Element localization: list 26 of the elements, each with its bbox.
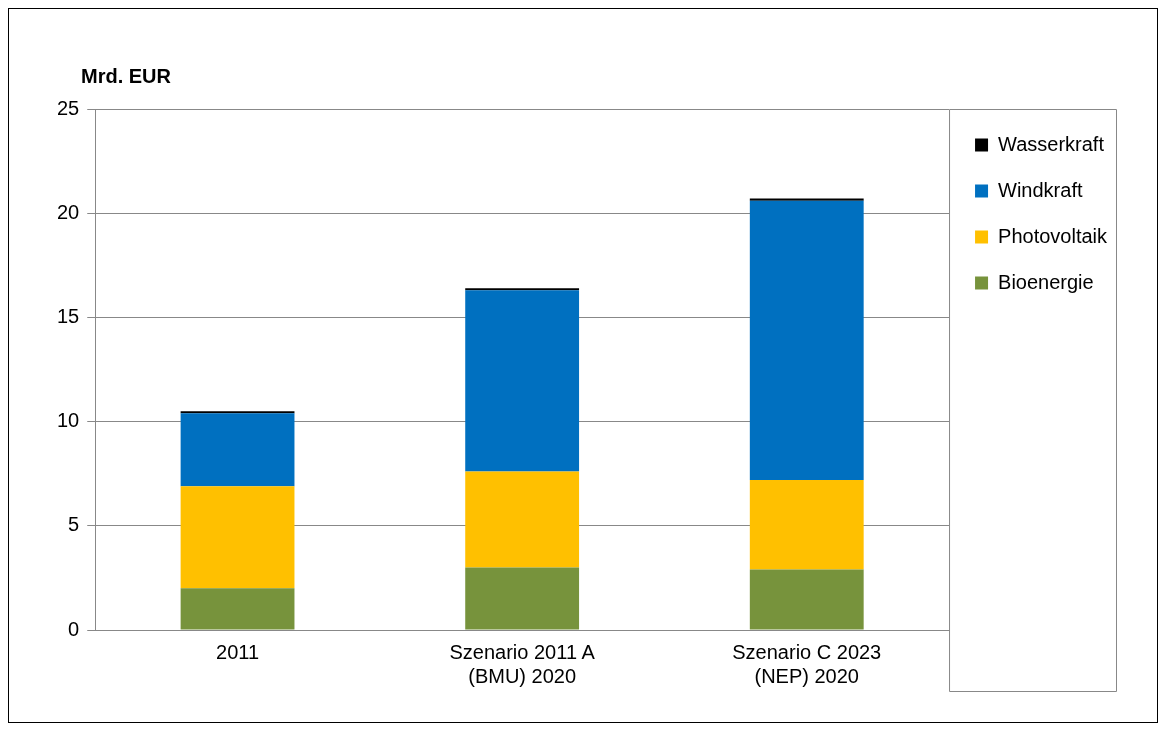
legend-label: Photovoltaik [998, 224, 1108, 247]
y-tick-label: 25 [57, 96, 80, 119]
y-tick-label: 15 [57, 304, 80, 327]
legend-label: Bioenergie [998, 270, 1094, 293]
y-axis-title: Mrd. EUR [81, 64, 172, 87]
bar [180, 413, 295, 487]
x-tick-label: Szenario C 2023 (NEP) 2020 [732, 640, 882, 687]
bar [465, 290, 580, 472]
bar [465, 567, 580, 630]
bar [465, 471, 580, 568]
y-tick-label: 20 [57, 200, 80, 223]
bar [180, 486, 295, 589]
y-tick-label: 0 [68, 617, 80, 640]
y-tick-label: 10 [57, 409, 80, 432]
y-tick-label: 5 [68, 513, 80, 536]
x-tick-label: Szenario 2011 A (BMU) 2020 [449, 640, 596, 687]
bar [180, 411, 295, 414]
legend-label: Windkraft [998, 178, 1083, 201]
legend-label: Wasserkraft [998, 132, 1105, 155]
bar [749, 569, 864, 630]
bar [749, 479, 864, 570]
bar [180, 588, 295, 630]
bar [465, 288, 580, 291]
x-tick-label: 2011 [216, 640, 260, 663]
bar [749, 198, 864, 201]
bar [749, 200, 864, 480]
